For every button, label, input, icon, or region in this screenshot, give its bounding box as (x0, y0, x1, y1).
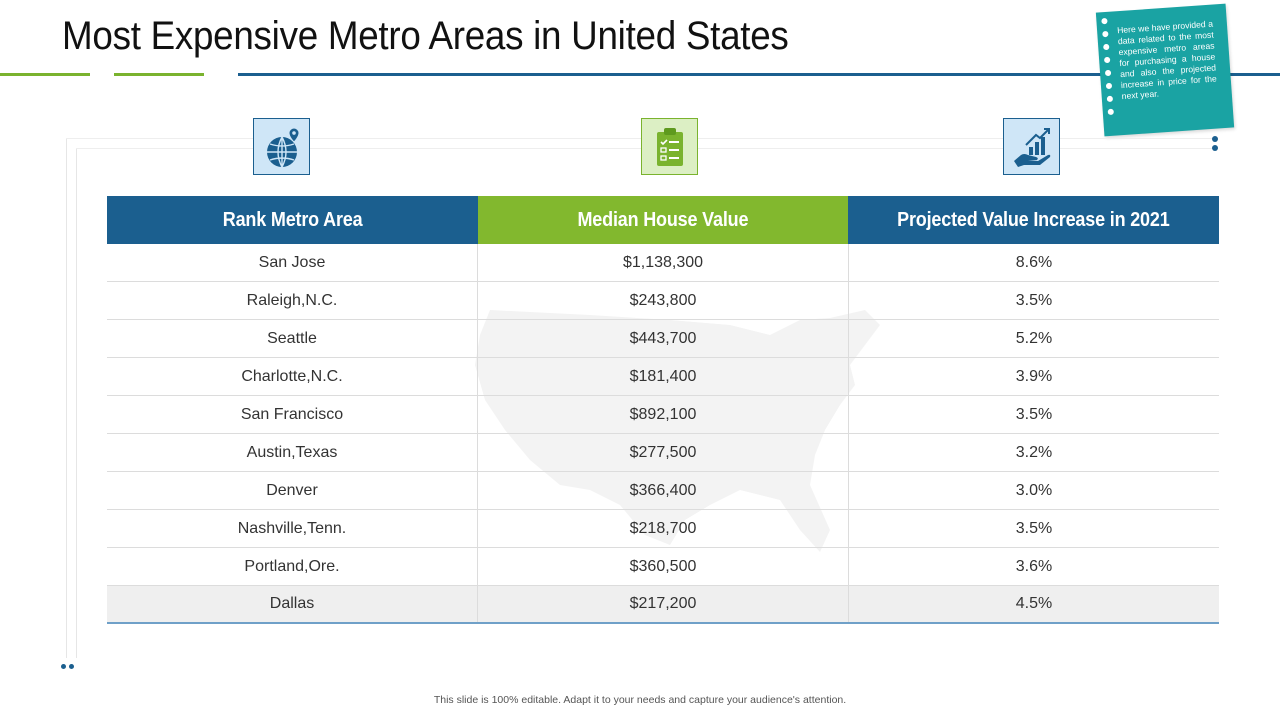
sticky-note: Here we have provided a data related to … (1095, 3, 1235, 137)
decorative-dots (1212, 136, 1218, 154)
metro-area-cell: Raleigh,N.C. (107, 282, 478, 319)
table-row: Austin,Texas $277,500 3.2% (107, 434, 1219, 472)
table-row: Seattle $443,700 5.2% (107, 320, 1219, 358)
table-row: Nashville,Tenn. $218,700 3.5% (107, 510, 1219, 548)
title-underline-green-1 (0, 73, 90, 76)
frame-line (66, 138, 67, 658)
median-value-cell: $360,500 (478, 548, 849, 585)
median-value-cell: $243,800 (478, 282, 849, 319)
table-row: Charlotte,N.C. $181,400 3.9% (107, 358, 1219, 396)
table-header: Rank Metro Area Median House Value Proje… (107, 196, 1220, 244)
table-row: Raleigh,N.C. $243,800 3.5% (107, 282, 1219, 320)
note-binding-holes (1101, 17, 1114, 122)
metro-area-cell: Dallas (107, 586, 478, 622)
clipboard-checklist-icon (641, 118, 698, 175)
projected-increase-cell: 3.5% (1015, 291, 1053, 309)
median-value-cell: $892,100 (478, 396, 849, 433)
metro-area-cell: Austin,Texas (107, 434, 478, 471)
metro-areas-table: Rank Metro Area Median House Value Proje… (107, 196, 1220, 624)
hand-growth-chart-icon (1003, 118, 1060, 175)
table-row: San Francisco $892,100 3.5% (107, 396, 1219, 434)
header-rank-metro-area: Rank Metro Area (107, 196, 478, 244)
frame-line (76, 148, 77, 658)
projected-increase-cell: 3.5% (1015, 519, 1053, 537)
projected-increase-cell: 3.2% (1015, 443, 1053, 461)
median-value-cell: $218,700 (478, 510, 849, 547)
sticky-note-text: Here we have provided a data related to … (1116, 18, 1218, 102)
metro-area-cell: San Francisco (107, 396, 478, 433)
page-title: Most Expensive Metro Areas in United Sta… (62, 14, 789, 58)
title-underline-blue (238, 73, 1280, 76)
projected-increase-cell: 5.2% (1015, 329, 1053, 347)
decorative-dots (61, 656, 77, 674)
header-projected-increase: Projected Value Increase in 2021 (848, 196, 1220, 244)
projected-increase-cell: 3.9% (1015, 367, 1053, 385)
median-value-cell: $217,200 (478, 586, 849, 622)
median-value-cell: $277,500 (478, 434, 849, 471)
metro-area-cell: Portland,Ore. (107, 548, 478, 585)
projected-increase-cell: 3.6% (1015, 557, 1053, 575)
median-value-cell: $181,400 (478, 358, 849, 395)
metro-area-cell: Nashville,Tenn. (107, 510, 478, 547)
header-median-house-value: Median House Value (477, 196, 849, 244)
metro-area-cell: San Jose (107, 244, 478, 281)
projected-increase-cell: 4.5% (1015, 595, 1053, 612)
metro-area-cell: Charlotte,N.C. (107, 358, 478, 395)
projected-increase-cell: 3.5% (1015, 405, 1053, 423)
metro-area-cell: Seattle (107, 320, 478, 357)
table-row: Dallas $217,200 4.5% (107, 586, 1219, 624)
table-row: San Jose $1,138,300 8.6% (107, 244, 1219, 282)
usa-map-watermark (475, 310, 880, 552)
median-value-cell: $366,400 (478, 472, 849, 509)
median-value-cell: $443,700 (478, 320, 849, 357)
table-row: Denver $366,400 3.0% (107, 472, 1219, 510)
table-row: Portland,Ore. $360,500 3.6% (107, 548, 1219, 586)
metro-area-cell: Denver (107, 472, 478, 509)
globe-pin-icon (253, 118, 310, 175)
median-value-cell: $1,138,300 (478, 244, 849, 281)
title-underline-green-2 (114, 73, 204, 76)
projected-increase-cell: 3.0% (1015, 481, 1053, 499)
footer-disclaimer: This slide is 100% editable. Adapt it to… (433, 694, 847, 706)
projected-increase-cell: 8.6% (1015, 253, 1053, 271)
